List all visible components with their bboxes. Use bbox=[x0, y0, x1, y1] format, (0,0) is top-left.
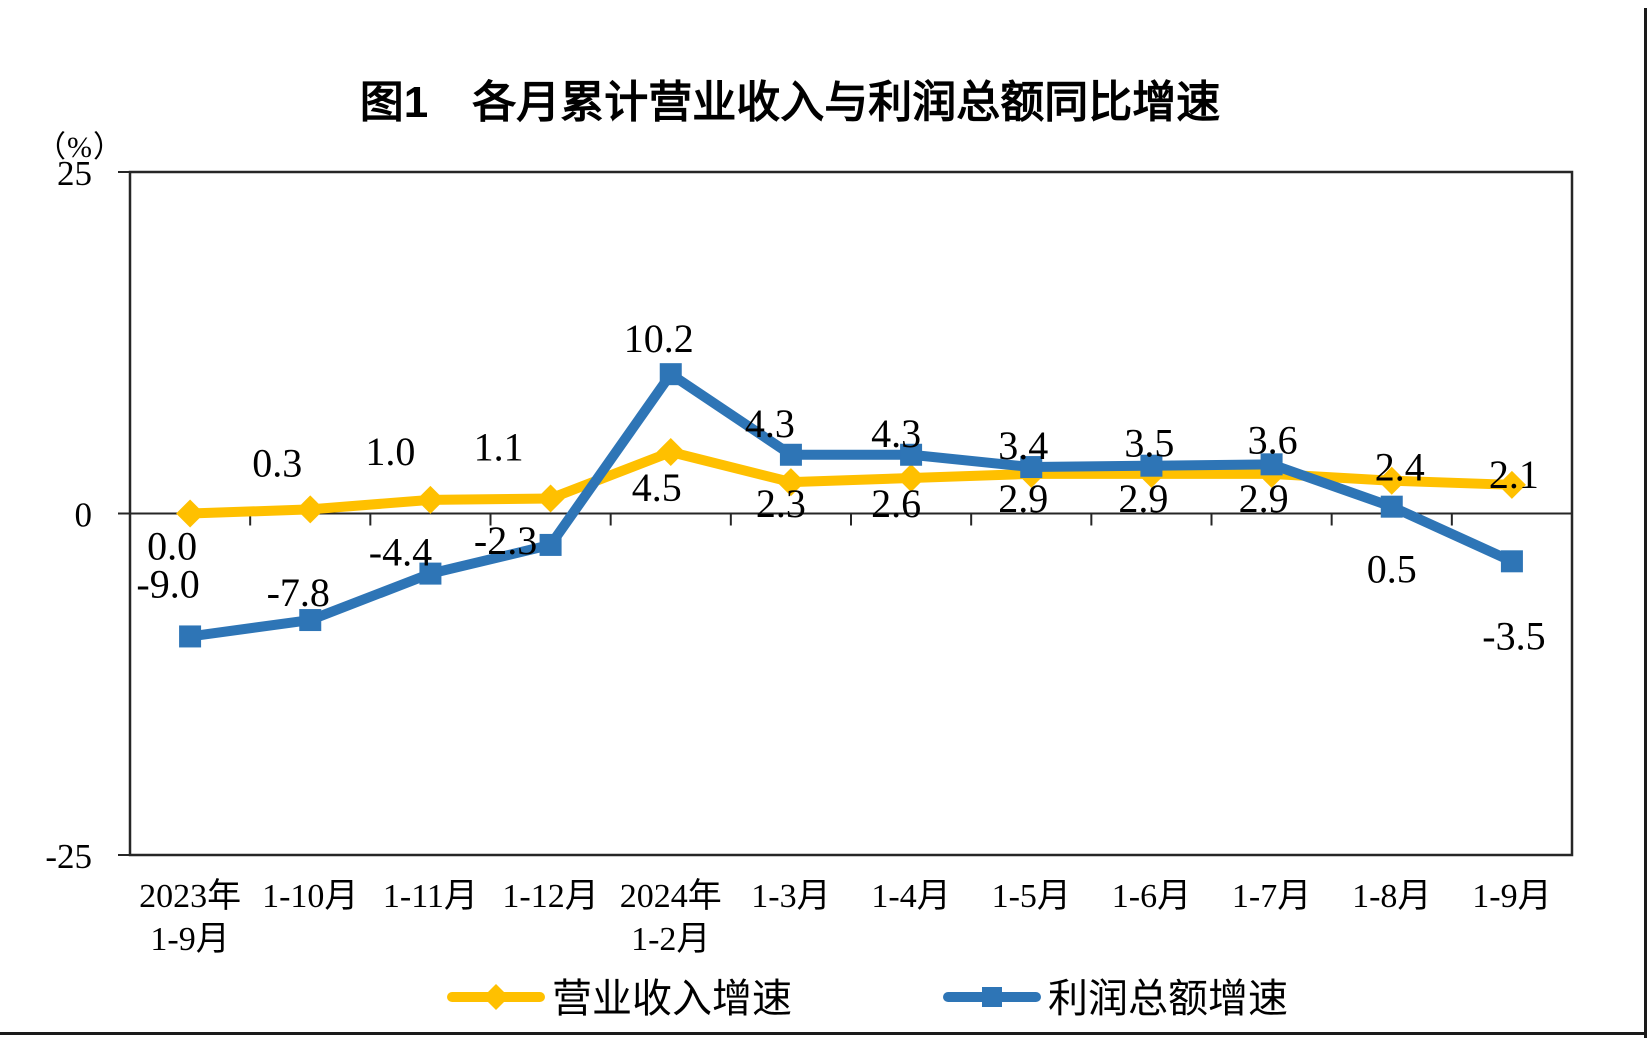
revenue-growth-marker bbox=[416, 485, 445, 514]
profit-growth-marker bbox=[299, 609, 322, 632]
profit-growth-marker bbox=[1380, 495, 1403, 518]
revenue-growth-marker bbox=[897, 463, 926, 492]
x-axis-label: 1-9月 bbox=[150, 921, 229, 958]
y-tick-label: 25 bbox=[57, 154, 92, 193]
legend-profit-growth-marker bbox=[982, 987, 1002, 1007]
revenue-growth-data-label: 2.3 bbox=[756, 481, 806, 526]
profit-growth-data-label: 3.6 bbox=[1248, 417, 1298, 462]
profit-growth-marker bbox=[1260, 453, 1283, 476]
profit-growth-marker bbox=[900, 443, 923, 466]
profit-growth-data-label: 0.5 bbox=[1367, 547, 1417, 592]
revenue-growth-marker bbox=[1377, 466, 1406, 495]
revenue-growth-data-label: 2.9 bbox=[1239, 476, 1289, 521]
x-axis-label: 2023年 bbox=[139, 877, 241, 915]
revenue-growth-marker bbox=[656, 438, 685, 467]
profit-growth-marker bbox=[179, 625, 202, 648]
x-axis-label: 1-6月 bbox=[1112, 878, 1191, 915]
profit-growth-data-label: -3.5 bbox=[1482, 613, 1545, 658]
profit-growth-data-label: -7.8 bbox=[267, 570, 330, 615]
profit-growth-marker bbox=[1020, 456, 1043, 479]
profit-growth-line bbox=[185, 369, 1517, 642]
revenue-growth-marker bbox=[1497, 470, 1526, 499]
profit-growth-data-label: 4.3 bbox=[745, 401, 795, 446]
profit-growth-data-label: 3.4 bbox=[998, 423, 1048, 468]
profit-growth-marker bbox=[779, 443, 802, 466]
x-axis-label: 1-9月 bbox=[1472, 878, 1551, 915]
revenue-growth-data-label: 1.0 bbox=[365, 429, 415, 474]
x-axis-label: 2024年 bbox=[620, 877, 722, 915]
profit-growth-marker bbox=[659, 363, 682, 386]
profit-growth-data-label: -9.0 bbox=[136, 561, 199, 606]
revenue-growth-marker bbox=[176, 499, 205, 528]
profit-growth-marker bbox=[1140, 454, 1163, 477]
profit-growth-data-label: -2.3 bbox=[474, 518, 537, 563]
revenue-growth-marker bbox=[776, 468, 805, 497]
legend-profit-growth-label: 利润总额增速 bbox=[1048, 976, 1288, 1021]
x-axis-label: 1-5月 bbox=[992, 878, 1071, 915]
figure-right-border bbox=[1644, 8, 1647, 1038]
y-tick-label: 0 bbox=[75, 496, 93, 535]
x-axis-label: 1-11月 bbox=[383, 878, 478, 915]
revenue-growth-marker bbox=[296, 495, 325, 524]
profit-growth-data-label: 10.2 bbox=[624, 316, 694, 361]
profit-growth-marker bbox=[419, 562, 442, 585]
x-axis-label: 1-2月 bbox=[631, 921, 710, 958]
x-axis-label: 1-4月 bbox=[871, 878, 950, 915]
revenue-growth-data-label: 0.3 bbox=[252, 440, 302, 485]
revenue-growth-data-label: 2.1 bbox=[1489, 452, 1539, 497]
revenue-growth-data-label: 2.6 bbox=[871, 481, 921, 526]
revenue-growth-marker bbox=[536, 484, 565, 513]
profit-growth-data-label: -4.4 bbox=[369, 530, 432, 575]
figure-bottom-border bbox=[0, 1032, 1647, 1035]
x-axis-label: 1-12月 bbox=[502, 878, 598, 915]
profit-growth-data-label: 4.3 bbox=[871, 411, 921, 456]
x-axis-label: 1-7月 bbox=[1232, 878, 1311, 915]
legend-revenue-growth-marker bbox=[483, 984, 509, 1010]
revenue-growth-data-label: 2.4 bbox=[1375, 445, 1425, 490]
revenue-growth-data-label: 4.5 bbox=[632, 465, 682, 510]
revenue-growth-data-label: 1.1 bbox=[474, 424, 524, 469]
revenue-growth-data-label: 2.9 bbox=[1118, 476, 1168, 521]
revenue-growth-data-label: 0.0 bbox=[147, 524, 197, 569]
legend-revenue-growth-label: 营业收入增速 bbox=[552, 976, 792, 1021]
revenue-growth-data-label: 2.9 bbox=[998, 476, 1048, 521]
chart-title: 图1 各月累计营业收入与利润总额同比增速 bbox=[359, 78, 1221, 127]
x-axis-label: 1-8月 bbox=[1352, 878, 1431, 915]
y-axis-unit-label: （%） bbox=[36, 131, 124, 164]
x-axis-label: 1-10月 bbox=[262, 878, 358, 915]
x-axis-label: 1-3月 bbox=[751, 878, 830, 915]
profit-growth-data-label: 3.5 bbox=[1124, 421, 1174, 466]
profit-growth-marker bbox=[539, 533, 562, 556]
y-tick-label: -25 bbox=[45, 837, 92, 876]
profit-growth-marker bbox=[1500, 550, 1523, 573]
